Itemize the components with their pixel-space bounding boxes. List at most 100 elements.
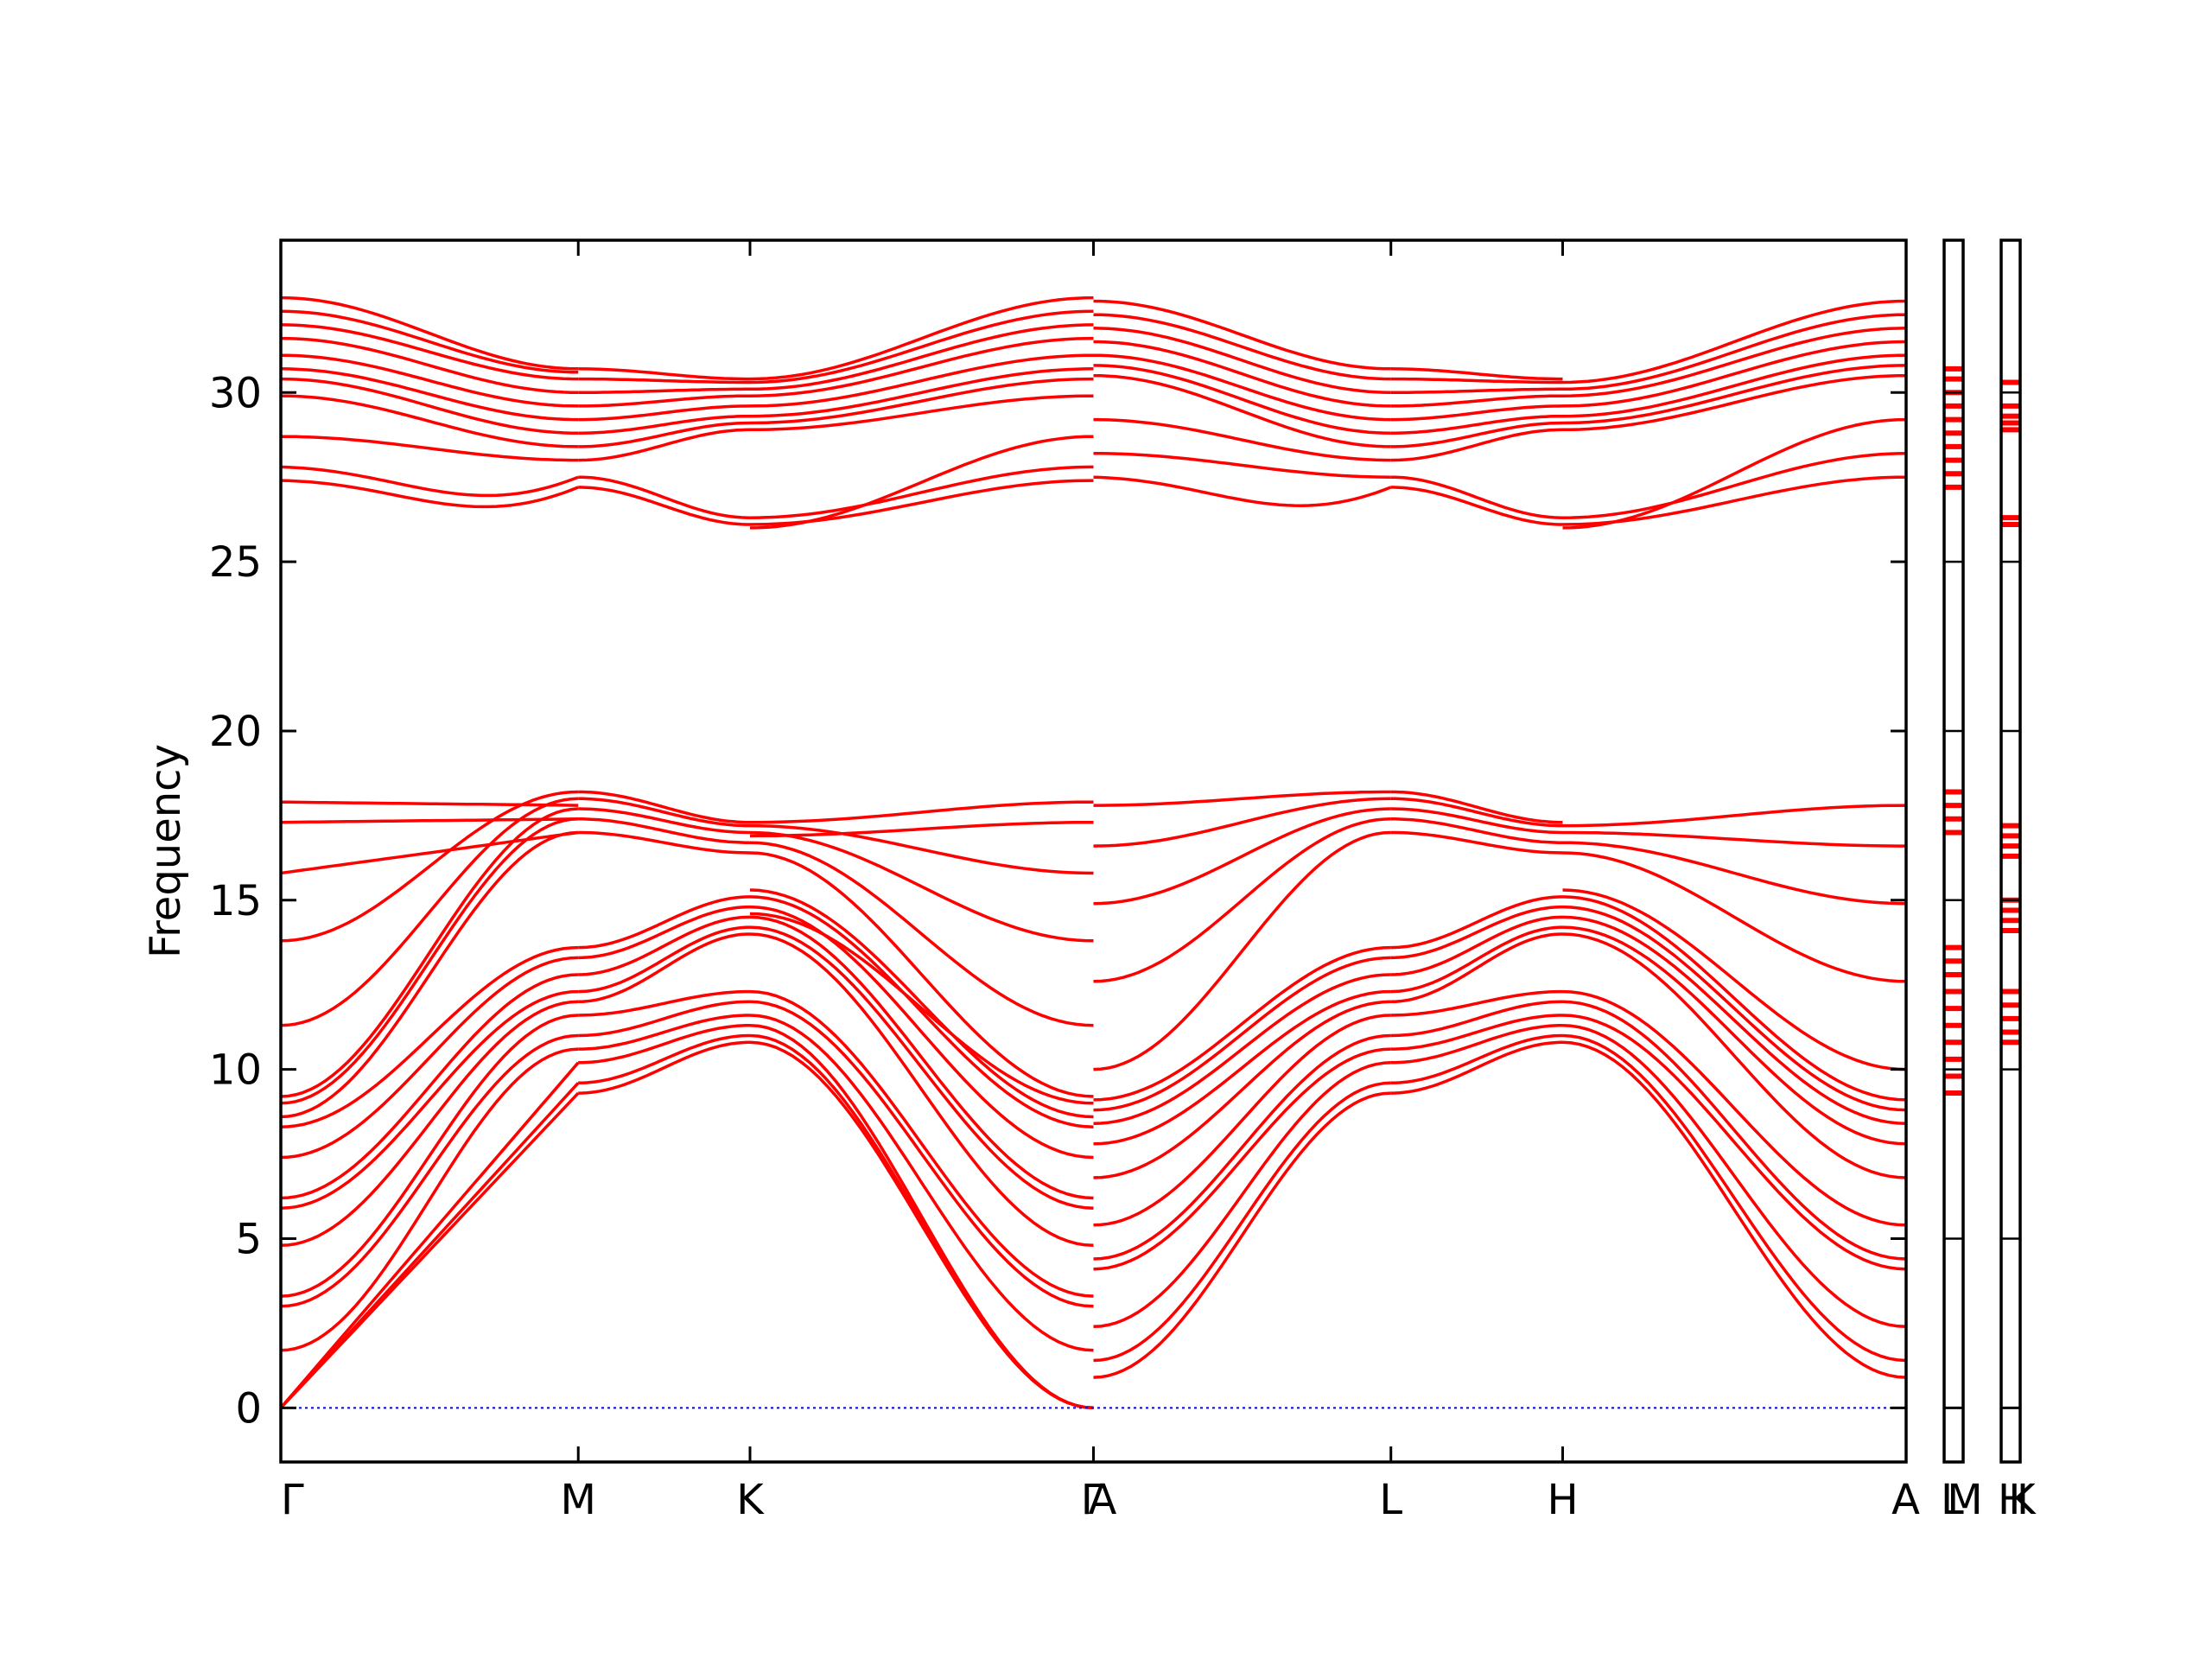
side-panel-frame: [1942, 238, 1965, 1464]
y-tick-label: 25: [209, 538, 262, 587]
band-line: [1390, 932, 1563, 1004]
band-line: [1093, 364, 1391, 435]
band-line: [578, 790, 750, 824]
band-line: [578, 377, 750, 385]
x-tick-label: L: [1379, 1476, 1402, 1524]
band-line: [1390, 1014, 1563, 1051]
band-line: [280, 807, 579, 1098]
band-line: [280, 790, 579, 943]
band-line: [1562, 915, 1907, 1126]
band-line: [750, 800, 1094, 824]
band-line: [280, 1047, 579, 1352]
y-axis-title: Frequency: [142, 744, 190, 958]
y-tick-label: 10: [209, 1046, 262, 1095]
x-tick-label: A: [1891, 1476, 1920, 1524]
band-line: [578, 915, 751, 976]
band-line: [280, 956, 579, 1160]
band-line: [1093, 956, 1391, 1112]
band-line: [749, 841, 1094, 1027]
band-line: [1390, 1000, 1563, 1038]
band-line: [1562, 373, 1907, 432]
band-line: [1562, 989, 1907, 1227]
band-line: [578, 925, 751, 994]
band-line: [1093, 299, 1391, 371]
band-line: [1390, 817, 1563, 844]
x-tick-label: M: [561, 1476, 596, 1524]
band-line: [578, 830, 751, 855]
band-line: [578, 1023, 751, 1065]
band-line: [1390, 915, 1563, 976]
band-line: [1093, 1014, 1391, 1227]
x-tick-label: Γ: [1081, 1476, 1104, 1524]
band-line: [1390, 387, 1563, 395]
x-tick-label: K: [2008, 1476, 2037, 1524]
band-line: [578, 394, 750, 408]
band-line: [280, 830, 579, 875]
band-line: [280, 973, 579, 1200]
band-line: [1093, 1033, 1391, 1261]
band-line: [1562, 830, 1906, 848]
band-line: [280, 800, 579, 807]
band-line: [1562, 1033, 1907, 1363]
band-line: [1562, 452, 1907, 519]
x-tick-label: M: [1947, 1476, 1982, 1524]
band-line: [280, 1000, 579, 1248]
band-line: [749, 905, 1094, 1160]
band-line: [1093, 830, 1391, 1071]
y-tick-label: 20: [209, 708, 262, 756]
x-tick-label: L: [1941, 1476, 1964, 1524]
band-line: [749, 435, 1094, 530]
band-line: [578, 1000, 751, 1038]
band-line: [1562, 1000, 1907, 1261]
band-line: [749, 830, 1094, 943]
band-line: [1093, 945, 1391, 1102]
band-line: [280, 989, 579, 1210]
band-line: [280, 377, 579, 435]
band-line: [1562, 299, 1907, 385]
band-line: [578, 475, 751, 519]
band-line: [1093, 417, 1391, 462]
y-tick-label: 30: [209, 369, 262, 417]
band-line: [1390, 475, 1563, 519]
band-line: [578, 414, 750, 435]
band-line: [1390, 797, 1563, 828]
band-line: [1390, 830, 1563, 855]
band-line: [1562, 340, 1907, 408]
band-line: [578, 1040, 751, 1095]
band-line: [749, 823, 1094, 875]
band-line: [280, 336, 579, 395]
band-line: [578, 1033, 751, 1085]
band-line: [749, 1000, 1094, 1308]
side-panel-frame: [1999, 238, 2022, 1464]
band-line: [1390, 414, 1563, 435]
band-line: [1093, 1091, 1391, 1379]
band-line: [280, 296, 579, 371]
band-line: [280, 830, 579, 1119]
x-tick-label: A: [1089, 1476, 1117, 1524]
band-line: [578, 387, 750, 395]
band-line: [749, 912, 1094, 1105]
band-line: [1093, 817, 1391, 983]
band-line: [749, 851, 1094, 1098]
band-line: [1390, 790, 1563, 824]
band-line: [1390, 1033, 1563, 1085]
band-line: [749, 1023, 1094, 1410]
band-line: [578, 421, 751, 448]
band-line: [280, 797, 579, 1027]
band-line: [1093, 790, 1391, 807]
band-line: [280, 309, 579, 374]
band-line: [749, 336, 1094, 397]
x-tick-label: Γ: [281, 1476, 304, 1524]
band-line: [1390, 394, 1563, 408]
band-line: [1390, 989, 1563, 1017]
band-line: [749, 925, 1094, 1210]
band-line: [749, 465, 1094, 519]
band-line: [280, 465, 579, 498]
band-line: [1093, 353, 1391, 422]
band-line: [280, 323, 579, 381]
band-line: [578, 895, 751, 950]
band-line: [1093, 340, 1391, 408]
band-line: [1562, 327, 1907, 397]
